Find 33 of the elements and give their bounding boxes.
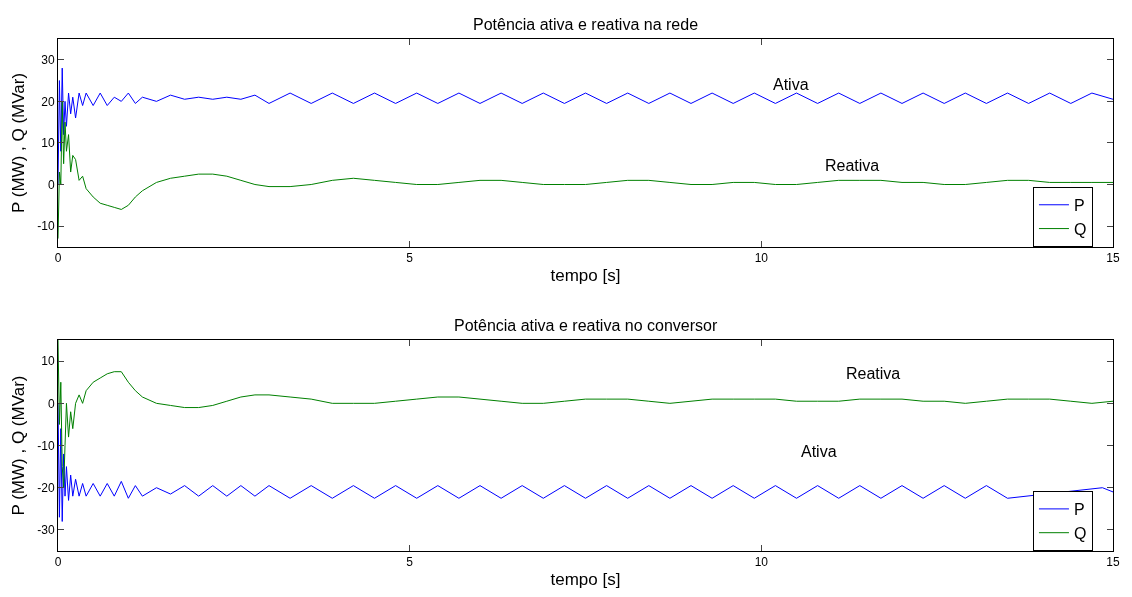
x-tick-label: 5 [406,555,414,570]
y-tick-label: 10 [41,354,55,369]
annotation: Reativa [825,157,880,174]
chart-title: Potência ativa e reativa no conversor [454,317,718,334]
line-series [58,340,1113,489]
x-tick-label: 10 [754,251,769,266]
y-tick-label: -30 [37,523,55,538]
legend-label: Q [1073,524,1087,542]
x-tick-label: 15 [1106,251,1120,266]
y-axis-title: P (MW) , Q (MVar) [8,375,28,516]
x-tick-label: 10 [754,555,769,570]
line-series [58,67,1113,186]
x-tick-label: 15 [1106,555,1120,570]
line-series [58,100,1113,240]
legend-label: P [1073,197,1085,215]
y-axis-title: P (MW) , Q (MVar) [8,72,28,213]
chart-title: Potência ativa e reativa na rede [473,16,699,33]
x-axis-title: tempo [s] [550,569,621,589]
x-axis-title: tempo [s] [550,265,621,285]
x-tick-label: 5 [406,251,414,266]
annotation: Ativa [773,76,809,93]
y-tick-label: 30 [41,52,55,67]
y-tick-label: -10 [37,438,55,453]
y-tick-label: -10 [37,219,55,234]
y-tick-label: -20 [37,480,55,495]
annotation: Ativa [801,443,837,460]
legend-label: Q [1073,220,1087,238]
y-tick-label: 10 [41,136,55,151]
annotation: Reativa [846,365,901,382]
y-tick-label: 0 [47,396,55,411]
y-tick-label: 0 [47,177,55,192]
y-tick-label: 20 [41,94,55,109]
legend-label: P [1073,501,1085,519]
